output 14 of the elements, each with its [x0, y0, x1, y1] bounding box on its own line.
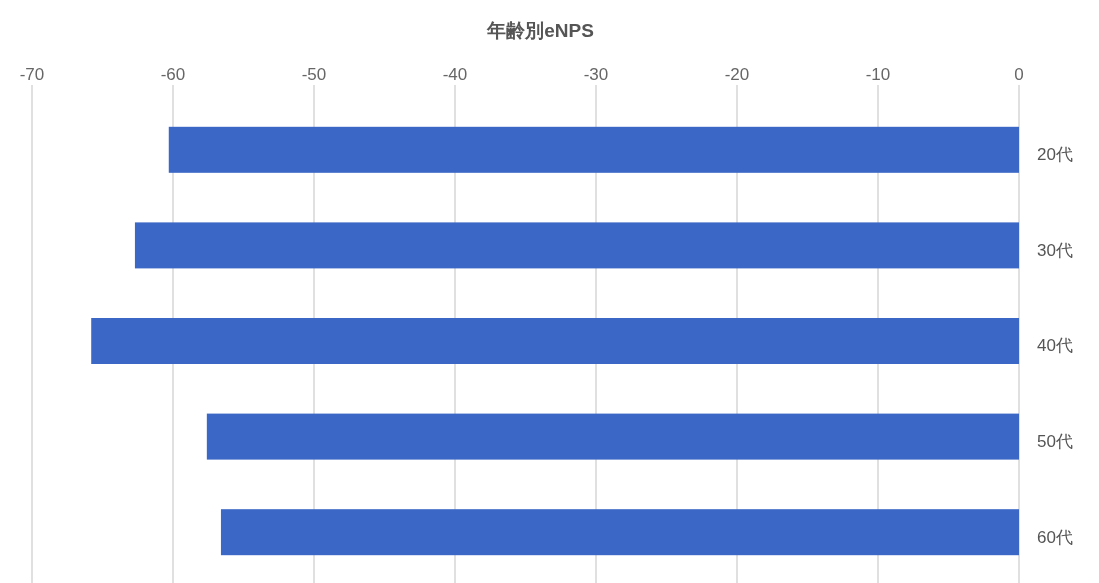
x-tick-label: -40: [442, 65, 468, 84]
x-tick-label: -60: [160, 65, 186, 84]
chart-title: 年齢別eNPS: [486, 20, 594, 41]
y-tick-label: 40代: [1037, 336, 1073, 356]
y-tick-label: 50代: [1037, 432, 1073, 452]
x-tick-label: -70: [19, 65, 45, 84]
x-tick-label: -50: [301, 65, 327, 84]
x-tick-label: -30: [583, 65, 609, 84]
x-tick-label: -20: [724, 65, 750, 84]
x-tick-label: -10: [865, 65, 891, 84]
y-tick-label: 20代: [1037, 145, 1073, 165]
x-tick-label: 0: [1014, 65, 1024, 84]
y-tick-label: 60代: [1037, 527, 1073, 547]
y-tick-label: 30代: [1037, 240, 1073, 260]
